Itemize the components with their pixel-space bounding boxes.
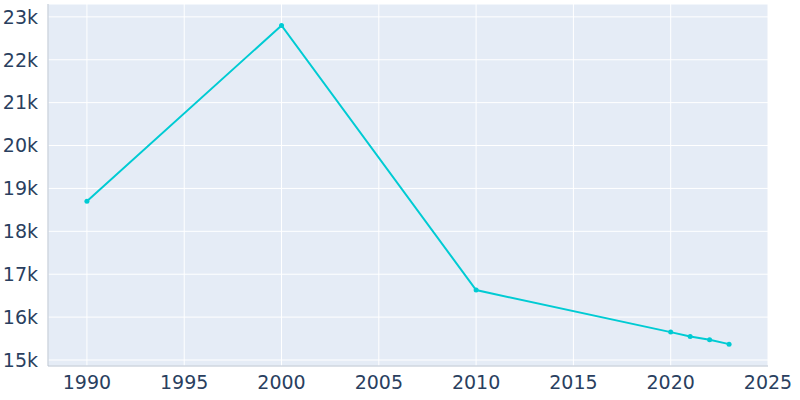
svg-text:2000: 2000 (257, 371, 305, 393)
svg-text:15k: 15k (8, 349, 38, 371)
svg-text:23k: 23k (8, 6, 38, 28)
svg-text:1995: 1995 (160, 371, 208, 393)
svg-text:2005: 2005 (355, 371, 403, 393)
svg-text:2025: 2025 (744, 371, 792, 393)
svg-text:2020: 2020 (647, 371, 695, 393)
svg-text:20k: 20k (8, 134, 38, 156)
svg-text:2010: 2010 (452, 371, 500, 393)
svg-text:16k: 16k (8, 306, 38, 328)
svg-text:2015: 2015 (549, 371, 597, 393)
svg-text:18k: 18k (8, 220, 38, 242)
svg-text:21k: 21k (8, 91, 38, 113)
svg-text:22k: 22k (8, 49, 38, 71)
svg-text:17k: 17k (8, 263, 38, 285)
svg-text:19k: 19k (8, 177, 38, 199)
svg-text:1990: 1990 (63, 371, 111, 393)
